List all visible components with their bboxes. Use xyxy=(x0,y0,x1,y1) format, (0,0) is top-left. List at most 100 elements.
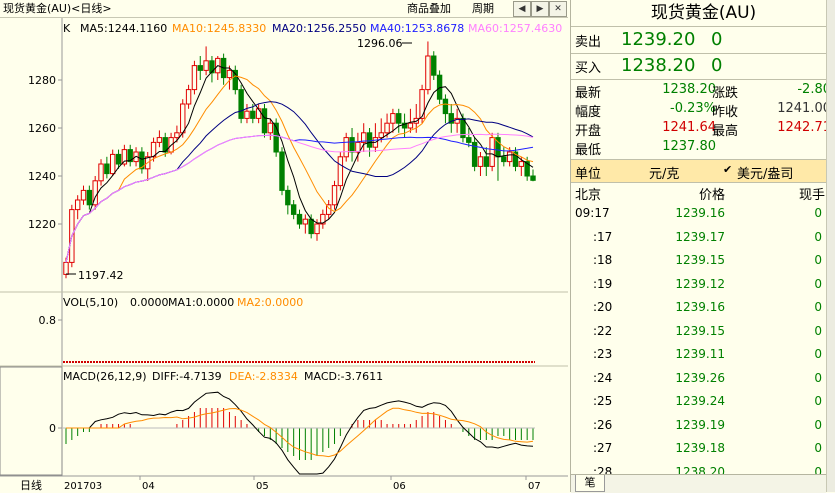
ma20-label: MA20:1256.2550 xyxy=(272,22,366,35)
candle-up xyxy=(343,137,349,158)
ma5-label: MA5:1244.1160 xyxy=(80,22,167,35)
sell-qty: 0 xyxy=(711,29,723,50)
tick-price: 1239.15 xyxy=(675,253,725,267)
candle-up xyxy=(255,108,262,119)
close-button[interactable]: ✕ xyxy=(549,1,567,17)
macd-diff: DIFF:-4.7139 xyxy=(152,370,222,383)
tick-row: :26 1239.19 0 xyxy=(571,415,835,437)
candle-up xyxy=(419,89,425,119)
vol-ma2: MA2:0.0000 xyxy=(237,296,303,309)
sell-divider xyxy=(571,53,835,54)
tick-vol: 0 xyxy=(814,370,822,385)
candle-down xyxy=(349,137,355,153)
tick-time: :23 xyxy=(593,347,613,361)
candle-down xyxy=(308,218,314,235)
amplitude-value: -0.23% xyxy=(670,101,716,116)
candle-down xyxy=(483,156,490,167)
prev-close-label: 昨收 xyxy=(712,105,739,120)
scroll-left-button[interactable]: ◀ xyxy=(513,1,531,17)
candle-up xyxy=(518,161,525,167)
amplitude-row: 幅度 -0.23% 昨收 1241.00 xyxy=(571,100,835,120)
amplitude-label: 幅度 xyxy=(575,105,602,120)
vol-y-tick: 0.8 xyxy=(39,314,57,327)
chart-svg[interactable]: K MA5:1244.1160 MA10:1245.8330 MA20:1256… xyxy=(0,0,568,492)
scroll-right-button[interactable]: ▶ xyxy=(531,1,549,17)
tick-price: 1239.24 xyxy=(675,394,725,408)
overlay-menu[interactable]: 商品叠加 xyxy=(407,2,451,15)
x-tick-04: 04 xyxy=(142,481,155,492)
candle-down xyxy=(209,60,215,74)
sell-row: 卖出 1239.20 0 xyxy=(571,28,835,52)
macd-y-tick: 0 xyxy=(49,422,56,435)
right-arrow-icon: ▶ xyxy=(536,4,544,14)
tab-ticks[interactable]: 笔 xyxy=(575,475,605,492)
x-tick-06: 06 xyxy=(393,481,406,492)
candle-down xyxy=(396,113,402,124)
candle-up xyxy=(506,151,513,163)
candle-down xyxy=(401,122,408,129)
candle-up xyxy=(174,132,180,139)
tick-time: :25 xyxy=(593,394,613,408)
tick-header: 北京 价格 现手 xyxy=(571,183,835,203)
side-scrollbar[interactable] xyxy=(826,0,835,492)
tick-time: :20 xyxy=(593,300,613,314)
tick-vol: 0 xyxy=(814,417,822,432)
candle-up xyxy=(156,137,163,143)
period-menu[interactable]: 周期 xyxy=(472,2,494,15)
candle-up xyxy=(226,69,233,79)
close-icon: ✕ xyxy=(554,4,562,14)
check-icon: ✔ xyxy=(723,163,733,176)
candle-down xyxy=(115,153,122,165)
tick-row: :23 1239.11 0 xyxy=(571,344,835,366)
candle-up xyxy=(337,156,344,187)
candle-down xyxy=(296,213,303,225)
tick-vol: 0 xyxy=(814,276,822,291)
unit-usd-option[interactable]: 美元/盎司 xyxy=(737,167,794,182)
k-label: K xyxy=(63,22,71,35)
tick-price: 1239.12 xyxy=(675,276,725,291)
tick-price: 1239.16 xyxy=(675,300,725,314)
x-tick-201703: 201703 xyxy=(64,481,102,492)
candle-up xyxy=(63,261,69,275)
tick-price: 1239.18 xyxy=(675,441,725,455)
candle-up xyxy=(191,65,198,91)
dea-line xyxy=(66,407,534,458)
candle-up xyxy=(203,60,209,71)
macd-histogram xyxy=(63,408,535,460)
tick-time: :19 xyxy=(593,276,613,291)
candle-up xyxy=(74,199,81,211)
low-value: 1237.80 xyxy=(662,139,716,154)
candle-up xyxy=(314,223,320,235)
x-tick-05: 05 xyxy=(256,481,269,492)
tick-row: :24 1239.26 0 xyxy=(571,368,835,390)
candle-up xyxy=(425,55,431,91)
candle-up xyxy=(121,149,128,165)
sell-price: 1239.20 xyxy=(621,29,696,50)
unit-cny-option[interactable]: 元/克 xyxy=(649,167,680,182)
open-label: 开盘 xyxy=(575,124,602,139)
period-label: 日线 xyxy=(20,478,42,492)
candle-down xyxy=(250,110,256,119)
buy-divider xyxy=(571,79,835,80)
unit-label: 单位 xyxy=(575,167,602,182)
candle-down xyxy=(232,69,238,91)
buy-row: 买入 1238.20 0 xyxy=(571,54,835,78)
candle-down xyxy=(139,151,145,170)
candle-up xyxy=(267,122,274,134)
macd-value: MACD:-3.7611 xyxy=(304,370,383,383)
tick-row: 09:17 1239.16 0 xyxy=(571,203,835,225)
ma60-label: MA60:1257.4630 xyxy=(468,22,562,35)
candle-up xyxy=(384,122,390,134)
candle-down xyxy=(512,151,519,167)
quote-panel: 现货黄金(AU) 卖出 1239.20 0 买入 1238.20 0 最新 12… xyxy=(570,0,835,493)
candle-down xyxy=(285,189,291,206)
candle-up xyxy=(390,113,396,124)
candle-up xyxy=(110,153,116,175)
candle-up xyxy=(489,137,495,167)
ma40-label: MA40:1253.8678 xyxy=(370,22,464,35)
candle-up xyxy=(361,132,367,143)
prev-close-value: 1241.00 xyxy=(777,101,831,116)
candle-down xyxy=(366,132,373,148)
tick-row: :25 1239.24 0 xyxy=(571,391,835,413)
low-label: 最低 xyxy=(575,143,602,158)
